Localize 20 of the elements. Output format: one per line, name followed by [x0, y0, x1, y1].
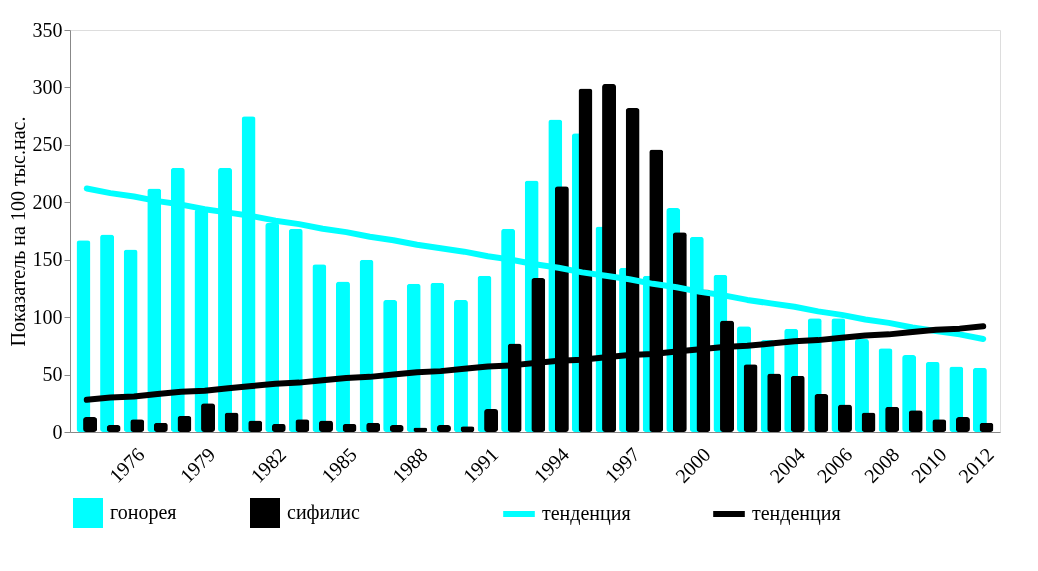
bar [767, 373, 782, 432]
bar [790, 375, 805, 432]
y-tick-label: 150 [32, 248, 63, 271]
legend-label: сифилис [287, 501, 360, 524]
y-axis-title: Показатель на 100 тыс.нас. [6, 116, 29, 347]
bar [743, 364, 758, 432]
x-tick-label: 1979 [175, 443, 220, 487]
y-tick-label: 0 [52, 420, 63, 443]
legend-label: тенденция [542, 502, 631, 525]
bar [814, 394, 829, 432]
x-tick-label: 1991 [458, 443, 503, 487]
y-tick-label: 300 [32, 75, 63, 98]
legend-label: тенденция [752, 502, 841, 525]
y-tick-label: 200 [32, 190, 63, 213]
x-tick-label: 1982 [246, 443, 291, 487]
legend-label: гонорея [110, 501, 177, 524]
y-tick-label: 100 [32, 305, 63, 328]
y-tick-label: 350 [32, 18, 63, 41]
y-tick-label: 250 [32, 133, 63, 156]
y-tick-label: 50 [42, 363, 63, 386]
